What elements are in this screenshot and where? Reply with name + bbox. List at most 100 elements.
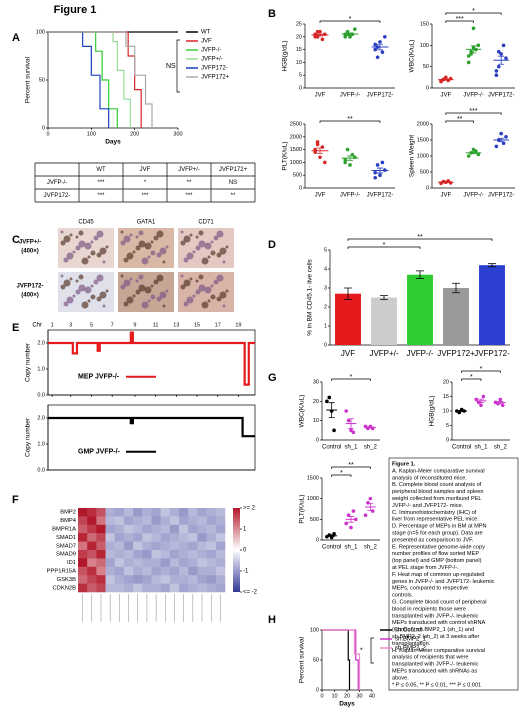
heatmap-cell	[160, 550, 171, 559]
gene-label: SMAD7	[56, 543, 76, 549]
y-tick-label: 30	[313, 379, 319, 385]
x-tick-label: 0	[46, 131, 49, 137]
significance-label: **	[347, 116, 353, 123]
heatmap-cell	[160, 583, 171, 593]
significance-bracket	[331, 466, 371, 469]
ihc-cell	[204, 286, 212, 294]
significance-bracket	[445, 120, 474, 123]
heatmap-cell	[179, 566, 189, 576]
survival-curve	[48, 31, 110, 128]
data-point	[504, 56, 508, 60]
error-bar	[347, 155, 353, 161]
ihc-cell	[165, 245, 169, 249]
heatmap-cell	[188, 541, 198, 551]
heatmap-cell	[133, 533, 143, 542]
ihc-cell	[60, 240, 66, 246]
data-point	[373, 42, 378, 47]
data-point	[479, 403, 483, 408]
panel-letter: B	[268, 8, 276, 20]
heatmap-cell	[160, 575, 171, 584]
y-axis-label: WBC(K/uL)	[299, 395, 306, 428]
heatmap-cell	[78, 558, 88, 568]
panel-letter: F	[12, 494, 19, 506]
y-tick-label: 500	[420, 169, 429, 175]
legend-line: controls.	[392, 593, 414, 599]
data-point	[313, 35, 318, 39]
x-tick-label: 30	[356, 693, 362, 699]
heatmap-cell	[123, 508, 134, 517]
legend-label: sh.BMP2_2	[395, 646, 427, 652]
heatmap-cell	[133, 550, 143, 559]
data-point	[320, 37, 325, 42]
heatmap-cell	[105, 516, 116, 526]
significance-label: **	[457, 116, 463, 123]
data-point	[496, 49, 501, 54]
y-tick-label: 1000	[417, 153, 429, 159]
heatmap-cell	[123, 524, 134, 534]
y-tick-label: 10	[313, 418, 319, 424]
x-tick-label: JVFP+/-	[369, 349, 398, 358]
survival-curve	[48, 31, 131, 128]
x-tick-label: sh_1	[344, 445, 358, 451]
ihc-cell	[138, 274, 144, 280]
ihc-cell	[66, 252, 74, 260]
heatmap-cell	[105, 583, 116, 593]
data-point	[375, 163, 380, 167]
ihc-cell	[96, 274, 104, 282]
heatmap-cell	[151, 541, 161, 551]
heatmap-cell	[215, 550, 226, 559]
ihc-cell	[192, 294, 196, 298]
data-point	[481, 394, 486, 399]
x-tick-label: 11	[153, 322, 159, 328]
y-tick-label: 20	[443, 379, 449, 385]
heatmap-cell	[169, 541, 180, 551]
y-axis-label: PLT(K/uL)	[299, 494, 306, 523]
heatmap-cell	[133, 516, 143, 526]
heatmap-cell	[87, 583, 97, 593]
annotation-bracket	[370, 637, 374, 664]
heatmap-cell	[179, 575, 189, 584]
ihc-cell	[63, 279, 71, 287]
heatmap-cell	[179, 533, 189, 542]
x-tick-label: JVFP-/-	[340, 193, 360, 199]
table-cell: ***	[185, 193, 193, 199]
heatmap-cell	[215, 558, 226, 568]
ihc-column-label: GATA1	[137, 220, 156, 226]
x-tick-label: sh_2	[494, 445, 508, 451]
data-point	[500, 403, 505, 408]
heatmap-cell	[197, 541, 207, 551]
heatmap-cell	[87, 533, 97, 542]
error-bar	[347, 32, 353, 36]
y-tick-label: 1000	[307, 496, 319, 502]
gene-label: PPP1R15A	[47, 569, 76, 575]
legend-line: peripheral blood samples and spleen	[392, 489, 483, 495]
y-tick-label: 500	[293, 173, 302, 179]
ihc-cell	[135, 235, 139, 239]
heatmap-cell	[197, 575, 207, 584]
y-tick-label: 1500	[307, 475, 319, 481]
ihc-cell	[75, 279, 79, 283]
ihc-cell	[225, 245, 229, 249]
significance-label: ***	[469, 108, 477, 115]
heatmap-cell	[206, 558, 217, 568]
gene-label: ID1	[67, 560, 76, 566]
legend-line: transplanted with JVFP-/- leukemic	[392, 613, 479, 619]
heatmap-cell	[114, 575, 125, 584]
legend-line: genes in JVFP-/- and JVFP172- leukemic	[392, 579, 495, 585]
ihc-cell	[195, 289, 201, 295]
gene-label: BMP4	[60, 518, 77, 524]
heatmap-cell	[188, 566, 198, 576]
ihc-cell	[141, 257, 149, 265]
annotation-bracket	[176, 39, 180, 93]
data-point	[349, 428, 353, 433]
heatmap-cell	[114, 550, 125, 559]
ihc-cell	[183, 257, 189, 263]
ihc-cell	[72, 294, 76, 298]
ihc-cell	[186, 296, 194, 304]
y-tick-label: 2	[324, 304, 327, 310]
data-point	[375, 55, 380, 60]
heatmap-cell	[123, 558, 134, 568]
y-tick-label: 100	[420, 43, 429, 49]
heatmap-cell	[151, 516, 161, 526]
x-tick-label: JVF	[315, 193, 326, 199]
